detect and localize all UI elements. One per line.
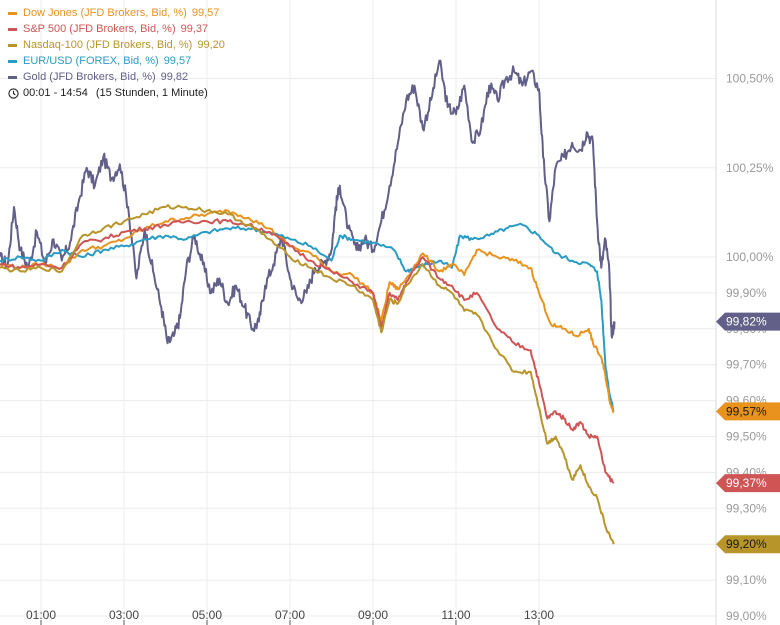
x-tick-label: 03:00 [109,608,139,622]
legend-value: 99,37 [180,23,209,35]
series-line-nasdaq100 [0,204,615,545]
legend-item-eurusd[interactable]: EUR/USD (FOREX, Bid, %) 99,57 [8,53,225,69]
clock-icon [8,87,19,99]
y-tick-label: 99,10% [726,573,767,587]
chart-legend: Dow Jones (JFD Brokers, Bid, %) 99,57 S&… [8,5,225,101]
series-line-eurusd [0,222,615,412]
legend-swatch [8,75,17,79]
last-value-tag [716,535,780,554]
time-range: 00:01 - 14:54 [23,87,88,99]
legend-swatch [8,11,17,15]
x-tick-label: 13:00 [524,608,554,622]
legend-value: 99,82 [160,71,189,83]
x-tick-label: 05:00 [192,608,222,622]
legend-item-gold[interactable]: Gold (JFD Brokers, Bid, %) 99,82 [8,69,225,85]
time-range-info: 00:01 - 14:54 (15 Stunden, 1 Minute) [8,85,225,101]
y-tick-label: 99,30% [726,501,767,515]
y-tick-label: 99,70% [726,358,767,372]
legend-label: EUR/USD (FOREX, Bid, %) [23,55,159,67]
last-value-label: 99,20% [726,537,767,551]
legend-value: 99,57 [163,55,192,67]
legend-value: 99,57 [191,7,220,19]
series-line-sp [0,218,615,484]
legend-label: S&P 500 (JFD Brokers, Bid, %) [23,23,176,35]
y-tick-label: 100,00% [726,250,774,264]
y-tick-label: 99,50% [726,430,767,444]
legend-value: 99,20 [197,39,225,51]
legend-item-nasdaq100[interactable]: Nasdaq-100 (JFD Brokers, Bid, %) 99,20 [8,37,225,53]
x-tick-label: 01:00 [26,608,56,622]
last-value-tag [716,402,780,421]
last-value-label: 99,37% [726,476,767,490]
y-tick-label: 99,00% [726,609,767,623]
legend-item-sp500[interactable]: S&P 500 (JFD Brokers, Bid, %) 99,37 [8,21,225,37]
legend-label: Dow Jones (JFD Brokers, Bid, %) [23,7,187,19]
y-tick-label: 100,50% [726,72,774,86]
y-tick-label: 100,25% [726,161,774,175]
legend-swatch [8,27,17,31]
last-value-tag [716,312,780,331]
x-tick-label: 09:00 [358,608,388,622]
legend-label: Gold (JFD Brokers, Bid, %) [23,71,156,83]
legend-swatch [8,59,17,63]
series-line-gold [0,59,616,345]
last-value-tag [716,474,780,493]
y-tick-label: 99,90% [726,286,767,300]
time-span: (15 Stunden, 1 Minute) [95,87,208,99]
legend-swatch [8,43,17,47]
last-value-label: 99,57% [726,404,767,418]
legend-item-dow-jones[interactable]: Dow Jones (JFD Brokers, Bid, %) 99,57 [8,5,225,21]
x-tick-label: 11:00 [441,608,470,622]
last-value-label: 99,82% [726,315,767,329]
x-tick-label: 07:00 [275,608,305,622]
legend-label: Nasdaq-100 (JFD Brokers, Bid, %) [23,39,193,51]
